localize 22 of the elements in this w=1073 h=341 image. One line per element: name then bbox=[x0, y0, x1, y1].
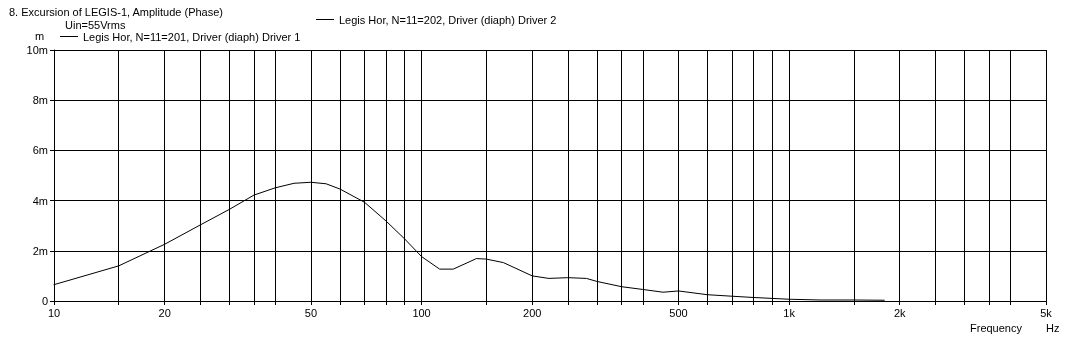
x-tick-label: 100 bbox=[412, 306, 431, 319]
x-tick-label: 200 bbox=[523, 306, 542, 319]
x-tick-label: 20 bbox=[158, 306, 171, 319]
legend-label: Legis Hor, N=11=201, Driver (diaph) Driver 1 bbox=[83, 30, 301, 43]
x-tick-label: 10 bbox=[47, 306, 61, 319]
x-tick-label: 5k bbox=[1040, 306, 1053, 319]
x-tick-label: 50 bbox=[304, 306, 318, 319]
text: Uin=55Vrms bbox=[65, 18, 126, 31]
legend-label: Legis Hor, N=11=202, Driver (diaph) Driver 2 bbox=[339, 13, 557, 26]
y-tick-label: 4m bbox=[32, 194, 48, 207]
y-tick-label: 10m bbox=[26, 44, 48, 56]
y-tick-label: 0 bbox=[41, 295, 48, 307]
x-tick-label: 2k bbox=[893, 306, 907, 319]
y-tick-label: 6m bbox=[32, 144, 48, 157]
y-axis-title: m bbox=[35, 29, 45, 42]
chart-title: 8. Excursion of LEGIS-1, Amplitude (Phase) bbox=[9, 5, 223, 18]
text: Hz bbox=[1046, 321, 1060, 334]
x-tick-label: 500 bbox=[669, 306, 688, 319]
x-axis-title: Frequency bbox=[970, 321, 1023, 334]
y-tick-label: 8m bbox=[32, 94, 48, 107]
x-tick-label: 1k bbox=[783, 306, 796, 319]
y-tick-label: 2m bbox=[32, 244, 48, 257]
